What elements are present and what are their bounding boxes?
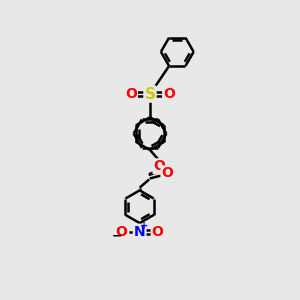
Text: O: O [152, 225, 164, 239]
Text: O: O [116, 225, 127, 239]
Text: S: S [145, 87, 155, 102]
Text: O: O [163, 87, 175, 101]
Text: O: O [125, 87, 137, 101]
Text: O: O [154, 159, 166, 173]
Text: O: O [161, 167, 173, 181]
Text: −: − [111, 230, 122, 243]
Text: N: N [134, 225, 146, 239]
Text: +: + [140, 221, 148, 231]
